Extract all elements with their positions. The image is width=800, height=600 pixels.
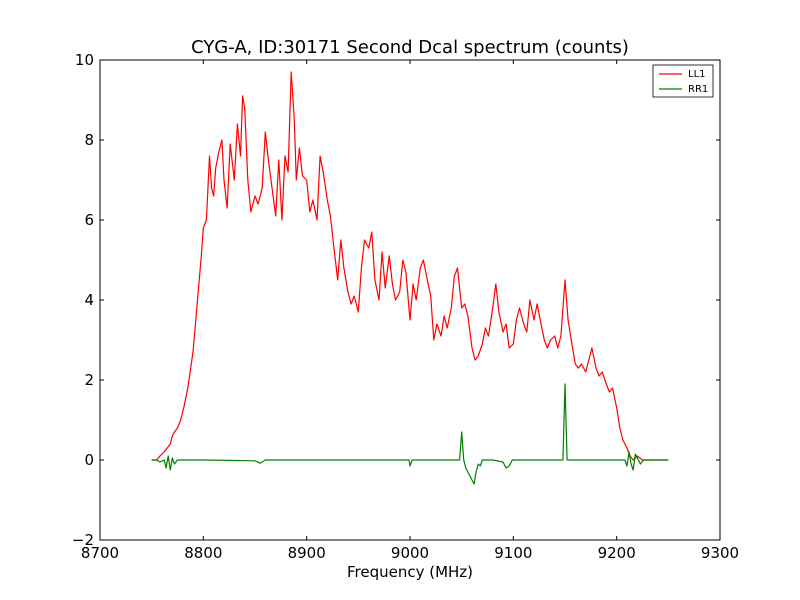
legend-box [652,64,714,98]
series-line-ll1 [151,71,669,461]
x-tick-label: 9000 [391,544,429,562]
x-tick-label: 9300 [701,544,739,562]
chart-title: CYG-A, ID:30171 Second Dcal spectrum (co… [191,37,629,58]
series-layer [151,71,669,485]
plot-area [99,59,721,541]
y-tick-label: 2 [84,371,94,389]
y-tick-label: −2 [72,531,94,549]
x-tick-label: 8700 [81,544,119,562]
y-tick-label: 4 [84,291,94,309]
x-tick-label: 9200 [598,544,636,562]
series-line-rr1 [151,383,669,485]
legend-label-rr1: RR1 [688,84,708,95]
x-axis-label: Frequency (MHz) [347,563,473,581]
legend: LL1 RR1 [652,64,714,98]
x-tick-label: 8800 [184,544,222,562]
y-tick-label: 6 [84,211,94,229]
y-tick-label: 10 [75,51,94,69]
legend-label-ll1: LL1 [688,69,706,80]
y-tick-label: 0 [84,451,94,469]
x-tick-label: 8900 [288,544,326,562]
tick-layer: 8700 8800 8900 9000 9100 9200 9300 −2 0 2 4 6 8 10 [72,51,739,562]
x-tick-label: 9100 [494,544,532,562]
y-tick-label: 8 [84,131,94,149]
